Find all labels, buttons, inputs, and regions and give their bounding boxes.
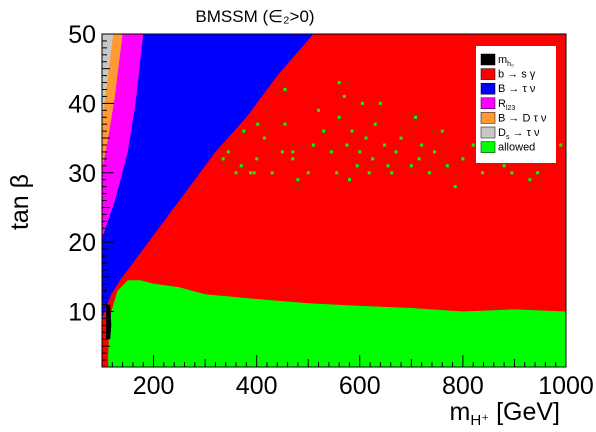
scatter-point bbox=[239, 164, 243, 168]
scatter-point bbox=[255, 157, 259, 161]
legend-swatch bbox=[480, 68, 496, 80]
scatter-point bbox=[252, 171, 256, 175]
scatter-point bbox=[420, 143, 424, 147]
legend-swatch bbox=[480, 82, 496, 95]
x-tick-label: 800 bbox=[442, 372, 484, 400]
scatter-point bbox=[291, 150, 295, 154]
scatter-point bbox=[280, 150, 284, 154]
legend-label: b → s γ bbox=[498, 69, 536, 81]
scatter-point bbox=[226, 150, 230, 154]
scatter-point bbox=[262, 136, 266, 140]
scatter-point bbox=[283, 122, 287, 126]
scatter-point bbox=[371, 157, 375, 161]
scatter-point bbox=[221, 157, 225, 161]
scatter-point bbox=[433, 150, 436, 154]
scatter-point bbox=[270, 171, 274, 175]
scatter-point bbox=[337, 81, 341, 85]
scatter-point bbox=[355, 164, 359, 168]
scatter-point bbox=[427, 171, 431, 175]
scatter-point bbox=[536, 171, 540, 175]
x-axis-label-unit: [GeV] bbox=[489, 398, 560, 426]
scatter-point bbox=[311, 143, 315, 147]
scatter-point bbox=[445, 164, 449, 168]
scatter-point bbox=[335, 171, 339, 175]
y-tick-label: 10 bbox=[68, 299, 96, 327]
scatter-point bbox=[360, 101, 364, 105]
scatter-point bbox=[291, 157, 295, 161]
scatter-point bbox=[390, 171, 394, 175]
scatter-point bbox=[528, 178, 532, 182]
legend-swatch bbox=[480, 112, 496, 124]
scatter-point bbox=[378, 101, 382, 105]
scatter-point bbox=[350, 129, 354, 133]
region-B_to_tau_nu bbox=[102, 34, 314, 319]
scatter-point bbox=[440, 129, 444, 133]
legend-label: B → D τ ν bbox=[498, 112, 547, 124]
scatter-point bbox=[373, 122, 377, 126]
x-tick-label: 400 bbox=[236, 372, 278, 400]
scatter-point bbox=[394, 150, 398, 154]
x-axis-label-sub: H⁺ bbox=[470, 412, 489, 429]
scatter-point bbox=[242, 129, 246, 133]
y-axis-title: tan β bbox=[6, 174, 34, 230]
scatter-point bbox=[481, 171, 484, 175]
scatter-point bbox=[256, 122, 260, 126]
scatter-point bbox=[364, 136, 368, 140]
scatter-point bbox=[414, 115, 417, 119]
scatter-point bbox=[510, 171, 514, 175]
y-tick-label: 20 bbox=[68, 229, 96, 257]
x-axis-title: mH⁺ [GeV] bbox=[450, 398, 560, 429]
legend-label: B → τ ν bbox=[498, 83, 536, 95]
scatter-point bbox=[337, 115, 341, 119]
chart-title: BMSSM (∈₂>0) bbox=[195, 7, 314, 26]
region-allowed bbox=[108, 280, 566, 367]
legend-swatch bbox=[480, 141, 496, 153]
y-tick-label: 40 bbox=[68, 90, 96, 118]
scatter-point bbox=[345, 143, 349, 147]
scatter-point bbox=[342, 94, 346, 98]
scatter-point bbox=[283, 88, 287, 91]
legend-label: mh₀ bbox=[498, 54, 514, 68]
region-m_h0 bbox=[106, 304, 112, 340]
y-tick-label: 30 bbox=[68, 160, 96, 188]
x-axis-label: m bbox=[450, 398, 471, 426]
scatter-point bbox=[409, 164, 413, 168]
legend-swatch bbox=[480, 126, 496, 139]
x-tick-label: 1000 bbox=[538, 372, 594, 400]
x-tick-label: 200 bbox=[133, 372, 175, 400]
legend-swatch bbox=[480, 53, 496, 66]
scatter-point bbox=[367, 171, 371, 175]
scatter-point bbox=[322, 129, 326, 133]
scatter-point bbox=[453, 185, 457, 189]
scatter-point bbox=[399, 136, 403, 140]
scatter-point bbox=[296, 178, 300, 182]
scatter-point bbox=[383, 143, 386, 147]
legend-swatch bbox=[480, 97, 496, 110]
legend-label: Rl23 bbox=[498, 98, 515, 112]
scatter-point bbox=[329, 150, 333, 154]
y-tick-label: 50 bbox=[68, 21, 96, 49]
regions-layer bbox=[102, 34, 566, 367]
scatter-point bbox=[249, 171, 252, 175]
scatter-point bbox=[234, 171, 238, 175]
scatter-point bbox=[317, 108, 320, 112]
scatter-point bbox=[502, 164, 506, 168]
scatter-point bbox=[417, 157, 421, 161]
scatter-point bbox=[306, 171, 310, 175]
scatter-point bbox=[559, 143, 563, 147]
scatter-point bbox=[386, 164, 390, 168]
scatter-point bbox=[471, 143, 475, 147]
region-Ds_to_tau_nu bbox=[102, 34, 114, 125]
x-tick-label: 600 bbox=[339, 372, 381, 400]
scatter-point bbox=[461, 157, 465, 161]
scatter-point bbox=[358, 150, 362, 154]
legend-label: Ds → τ ν bbox=[498, 127, 540, 141]
scatter-point bbox=[348, 178, 351, 182]
legend-label: allowed bbox=[498, 142, 535, 154]
axis-ticks: 200 400 600 800 1000 10 20 30 40 50 bbox=[68, 21, 594, 400]
